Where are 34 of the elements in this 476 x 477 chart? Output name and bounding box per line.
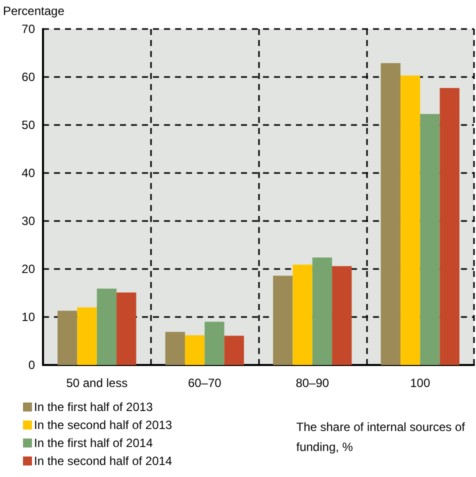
y-tick-label: 40 [22, 166, 36, 180]
y-axis-title: Percentage [3, 4, 65, 18]
y-tick-label: 10 [22, 310, 36, 324]
legend-label: In the first half of 2014 [34, 436, 154, 450]
bar [116, 292, 136, 365]
x-tick-label: 50 and less [66, 376, 128, 390]
bar [332, 266, 352, 365]
bar [184, 335, 205, 365]
bar [420, 114, 440, 365]
bar [58, 310, 78, 365]
x-tick-label: 100 [410, 376, 430, 390]
bar [292, 264, 312, 365]
bar [440, 88, 460, 365]
y-tick-label: 70 [22, 22, 36, 36]
bar [96, 288, 117, 365]
bar [380, 63, 400, 365]
bar [400, 76, 420, 365]
bar [165, 332, 185, 365]
legend-label: In the second half of 2014 [34, 454, 172, 468]
y-tick-label: 30 [22, 214, 36, 228]
bar [273, 276, 293, 365]
x-tick-label: 60–70 [188, 376, 222, 390]
x-axis-title: The share of internal sources of funding, % [296, 420, 466, 454]
bar [224, 336, 244, 365]
y-tick-label: 60 [22, 70, 36, 84]
y-tick-label: 0 [28, 358, 36, 372]
y-tick-label: 20 [22, 262, 36, 276]
bar [204, 322, 224, 365]
legend-label: In the second half of 2013 [34, 418, 172, 432]
y-tick-label: 50 [22, 118, 36, 132]
x-tick-label: 80–90 [296, 376, 330, 390]
legend-label: In the first half of 2013 [34, 400, 154, 414]
bar [77, 307, 97, 365]
bar [312, 257, 332, 365]
